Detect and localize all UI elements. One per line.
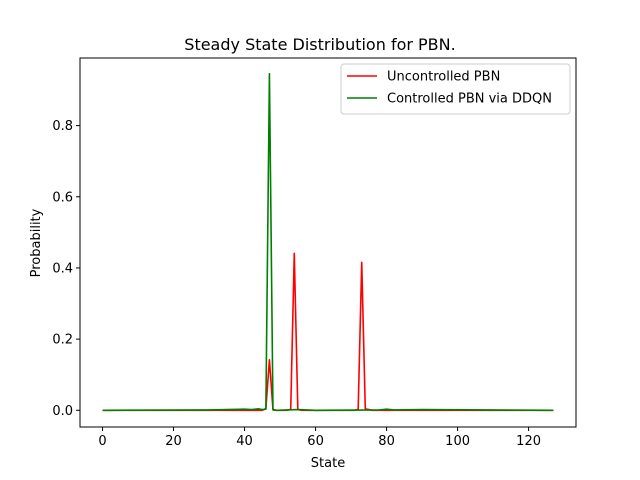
y-tick-label: 0.0 [52, 404, 73, 419]
x-tick-label: 20 [165, 434, 182, 449]
x-axis-label: State [311, 456, 345, 471]
chart-title: Steady State Distribution for PBN. [184, 35, 455, 54]
series-group [102, 72, 554, 412]
x-tick-label: 100 [445, 434, 470, 449]
x-tick-label: 40 [236, 434, 253, 449]
axes-frame [79, 57, 577, 428]
x-tick-label: 60 [307, 434, 324, 449]
y-tick-label: 0.8 [52, 119, 73, 134]
series-line-uncontrolled [102, 252, 554, 412]
y-axis-label: Probability [29, 208, 44, 277]
legend: Uncontrolled PBN Controlled PBN via DDQN [340, 63, 571, 115]
x-tick-label: 120 [516, 434, 541, 449]
series-line-controlled [102, 72, 554, 412]
legend-label: Uncontrolled PBN [387, 70, 500, 85]
legend-label: Controlled PBN via DDQN [387, 92, 552, 107]
y-tick-label: 0.4 [52, 261, 73, 276]
y-tick-label: 0.2 [52, 333, 73, 348]
plot-area: 0 20 40 60 80 100 120 0.0 0.2 0.4 0.6 0.8 [52, 57, 577, 449]
x-tick-label: 0 [98, 434, 106, 449]
y-tick-label: 0.6 [52, 190, 73, 205]
legend-box [340, 63, 571, 115]
x-tick-label: 80 [378, 434, 395, 449]
